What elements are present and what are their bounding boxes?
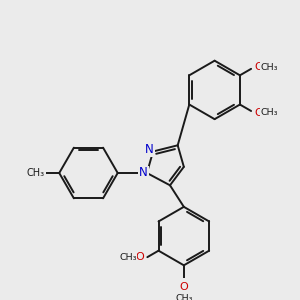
Text: CH₃: CH₃ — [261, 108, 278, 117]
Text: N: N — [145, 143, 154, 156]
Text: N: N — [139, 167, 148, 179]
Text: CH₃: CH₃ — [261, 63, 278, 72]
Text: O: O — [135, 252, 144, 262]
Text: O: O — [254, 107, 263, 118]
Text: O: O — [254, 62, 263, 72]
Text: CH₃: CH₃ — [119, 253, 137, 262]
Text: CH₃: CH₃ — [27, 168, 45, 178]
Text: CH₃: CH₃ — [175, 294, 193, 300]
Text: O: O — [179, 282, 188, 292]
